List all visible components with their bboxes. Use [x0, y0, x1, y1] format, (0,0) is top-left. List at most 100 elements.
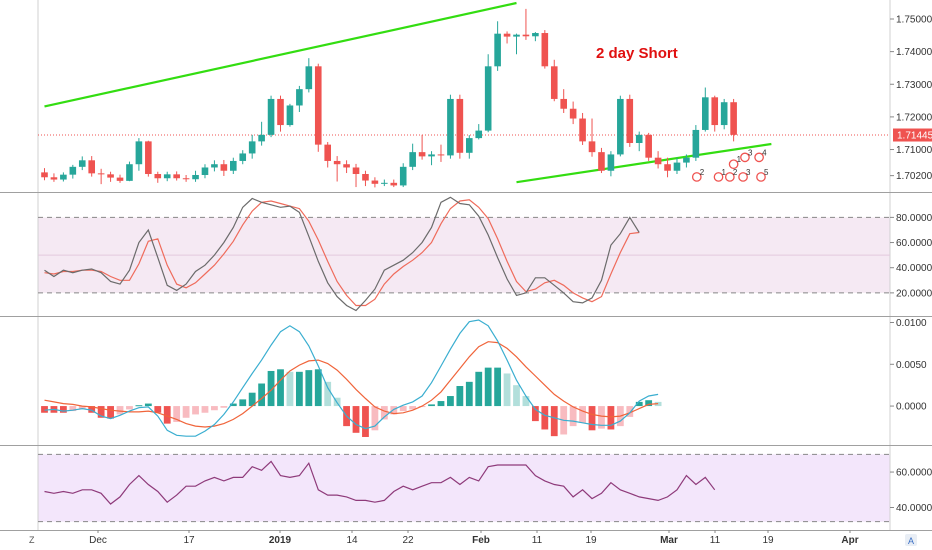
macd-histogram-bar: [550, 406, 558, 437]
timezone-toggle[interactable]: Z: [29, 535, 35, 545]
candle-body: [69, 166, 77, 175]
wave-marker-label: 3: [746, 168, 751, 177]
candle: [635, 131, 643, 152]
macd-histogram-bar: [154, 406, 162, 413]
candle-body: [456, 98, 464, 153]
price-pane[interactable]: 123 41 2 3 5: [38, 1, 890, 188]
candle-body: [730, 102, 737, 135]
candle: [314, 63, 322, 152]
macd-histogram-bar: [88, 406, 96, 413]
x-tick-label: Dec: [89, 535, 107, 546]
macd-histogram-bar: [522, 396, 530, 407]
x-tick-label: Feb: [472, 535, 490, 546]
candle-body: [296, 89, 303, 106]
candle: [390, 179, 398, 188]
macd-histogram-bar: [211, 406, 218, 411]
x-tick-label: Apr: [841, 535, 858, 546]
candle-body: [522, 34, 530, 37]
macd-histogram-bar: [324, 381, 332, 407]
macd-tick-label: 0.0000: [896, 402, 927, 413]
wave-marker-circle: [724, 172, 735, 182]
stochastic-pane[interactable]: [38, 196, 890, 312]
candle: [607, 151, 615, 177]
candle: [258, 121, 265, 146]
candle-body: [513, 34, 520, 37]
x-tick-label: 17: [183, 535, 195, 546]
candle: [239, 150, 247, 165]
wave-marker: 1: [728, 155, 742, 170]
candle-body: [598, 152, 605, 171]
candle: [598, 147, 605, 174]
macd-histogram-bar: [97, 406, 105, 418]
macd-histogram-bar: [135, 405, 143, 407]
lower-trendline: [516, 142, 772, 184]
candle-body: [550, 66, 558, 99]
candle-body: [154, 174, 162, 179]
candle: [362, 170, 369, 187]
axes: 1.75000 1.74000 1.73000 1.72000 1.71000 1.702…: [89, 14, 932, 546]
wave-marker: 3: [738, 168, 751, 182]
x-tick-label: Mar: [660, 535, 678, 546]
svg-text:1.71445: 1.71445: [897, 131, 932, 142]
candle-body: [97, 173, 105, 175]
candle: [579, 112, 586, 145]
wave-marker-label: 1: [722, 168, 727, 177]
candle: [654, 151, 662, 169]
macd-histogram-bar: [220, 406, 228, 408]
candle-body: [305, 66, 313, 90]
candle: [399, 163, 407, 188]
candle: [211, 160, 218, 172]
macd-pane[interactable]: [41, 319, 662, 437]
candle: [702, 87, 709, 132]
price-tick-label: 1.71000: [896, 145, 932, 156]
wave-marker: 1: [713, 168, 727, 182]
candle: [97, 168, 105, 185]
candle-body: [173, 174, 180, 179]
macd-histogram-bar: [126, 406, 133, 410]
candle: [720, 98, 728, 130]
candle-body: [475, 130, 483, 139]
macd-histogram-bar: [541, 406, 549, 430]
candle-body: [569, 108, 577, 119]
candle: [248, 134, 256, 159]
candle: [50, 173, 58, 182]
candle-body: [503, 33, 511, 37]
wave-marker-label: 5: [764, 168, 769, 177]
macd-histogram-bar: [465, 381, 473, 407]
candle: [352, 163, 360, 188]
candle-body: [286, 105, 294, 126]
candle: [230, 157, 237, 175]
svg-text:A: A: [908, 536, 914, 546]
candle-body: [692, 129, 700, 158]
candle-body: [494, 33, 501, 67]
candle: [78, 156, 86, 171]
candle: [466, 135, 473, 159]
wave-marker-label: 4: [762, 148, 767, 157]
candle-body: [60, 174, 67, 180]
macd-histogram-bar: [182, 406, 190, 418]
candle-body: [258, 134, 265, 142]
candle-body: [664, 164, 671, 171]
candle: [683, 154, 690, 168]
candle-body: [720, 102, 728, 126]
candle-body: [409, 152, 416, 167]
macd-tick-label: 0.0050: [896, 360, 927, 371]
candle-body: [192, 174, 199, 180]
candle: [503, 31, 511, 44]
candle: [163, 171, 171, 182]
macd-histogram-bar: [607, 406, 615, 430]
candle: [428, 151, 435, 166]
candle: [588, 118, 596, 157]
candle-body: [645, 134, 652, 158]
candle-body: [41, 172, 48, 178]
rsi-pane[interactable]: [38, 453, 890, 523]
wave-marker-circle: [738, 172, 748, 182]
candle: [522, 8, 530, 40]
macd-histogram-bar: [579, 406, 586, 423]
macd-histogram-bar: [116, 406, 124, 415]
auto-scale-toggle[interactable]: A: [905, 534, 917, 546]
candle-body: [135, 141, 143, 165]
candle-body: [126, 164, 133, 181]
candle: [673, 157, 681, 175]
